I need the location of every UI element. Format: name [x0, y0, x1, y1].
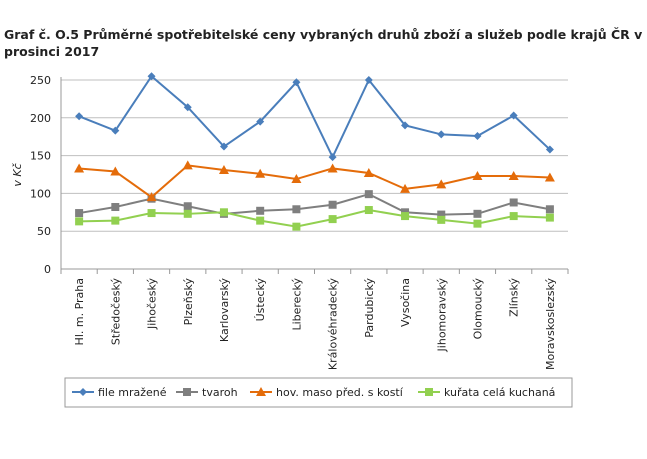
series-line: [78, 193, 551, 216]
data-point: [363, 167, 374, 177]
data-point: [291, 174, 302, 184]
data-point: [473, 209, 482, 218]
x-tick-label: Pardubický: [363, 278, 376, 338]
x-tick-label: Jihočeský: [146, 278, 159, 331]
data-point: [74, 163, 85, 173]
legend-marker: [256, 387, 266, 396]
data-point: [545, 145, 554, 154]
data-point: [401, 212, 410, 221]
series-line: [79, 164, 550, 199]
x-tick-label: Karlovarský: [218, 278, 231, 343]
data-point: [509, 198, 518, 207]
y-tick-label: 0: [44, 263, 51, 276]
data-point: [473, 131, 482, 140]
data-point: [328, 215, 337, 224]
data-point: [437, 215, 446, 224]
legend-label: file mražené: [98, 386, 167, 399]
x-tick-label: Olomoucký: [471, 278, 484, 340]
x-tick-label: Liberecký: [290, 278, 303, 331]
data-point: [544, 172, 555, 182]
data-point: [292, 78, 301, 87]
data-point: [292, 222, 301, 231]
data-point: [364, 76, 373, 84]
data-point: [436, 179, 447, 189]
data-point: [146, 192, 157, 202]
y-tick-label: 250: [30, 74, 51, 87]
legend-label: tvaroh: [202, 386, 238, 399]
data-point: [292, 205, 301, 214]
data-point: [256, 117, 265, 126]
x-tick-label: Královéhradecký: [327, 278, 340, 371]
legend-marker: [79, 388, 87, 396]
x-tick-label: Ústecký: [254, 278, 267, 322]
data-point: [508, 171, 519, 181]
data-point: [147, 209, 156, 218]
data-point: [509, 212, 518, 221]
data-point: [75, 209, 84, 218]
data-point: [473, 219, 482, 228]
x-tick-label: Plzeňský: [182, 278, 195, 326]
data-point: [219, 142, 228, 151]
x-tick-label: Středočeský: [109, 278, 122, 346]
y-axis-label: v Kč: [11, 162, 24, 186]
data-point: [364, 206, 373, 215]
series-line: [79, 209, 550, 228]
data-point: [183, 202, 192, 211]
data-point: [219, 208, 228, 217]
y-tick-label: 100: [30, 187, 51, 200]
legend: [64, 377, 573, 408]
data-point: [110, 166, 121, 176]
data-point: [75, 217, 84, 226]
x-tick-label: Vysočina: [399, 278, 412, 327]
legend-label: hov. maso před. s kostí: [276, 386, 404, 399]
data-point: [256, 216, 265, 225]
y-tick-label: 150: [30, 150, 51, 163]
data-point: [183, 209, 192, 218]
data-point: [75, 112, 84, 121]
data-point: [545, 213, 554, 222]
data-point: [472, 171, 483, 181]
legend-marker: [183, 388, 191, 396]
data-point: [255, 168, 266, 178]
data-point: [147, 72, 156, 81]
legend-marker: [425, 388, 433, 396]
data-point: [183, 103, 192, 112]
data-point: [256, 206, 265, 215]
data-point: [182, 160, 193, 170]
data-point: [111, 126, 120, 135]
data-point: [545, 205, 554, 214]
data-point: [437, 130, 446, 139]
data-point: [328, 200, 337, 209]
y-tick-label: 200: [30, 112, 51, 125]
data-point: [400, 183, 411, 193]
chart-title: Graf č. O.5 Průměrné spotřebitelské ceny…: [4, 27, 643, 59]
data-point: [328, 153, 337, 162]
y-tick-label: 50: [37, 225, 51, 238]
data-point: [111, 203, 120, 212]
x-tick-label: Zlínský: [508, 278, 521, 317]
data-point: [509, 111, 518, 120]
legend-label: kuřata celá kuchaná: [444, 386, 555, 399]
x-tick-label: Jihomoravský: [435, 278, 448, 353]
data-point: [401, 121, 410, 130]
x-tick-label: Hl. m. Praha: [73, 278, 86, 345]
data-point: [218, 164, 229, 174]
data-point: [437, 210, 446, 219]
data-point: [111, 216, 120, 225]
data-point: [327, 163, 338, 173]
data-point: [364, 190, 373, 199]
series-line: [78, 74, 551, 160]
x-tick-label: Moravskoslezský: [544, 278, 557, 370]
